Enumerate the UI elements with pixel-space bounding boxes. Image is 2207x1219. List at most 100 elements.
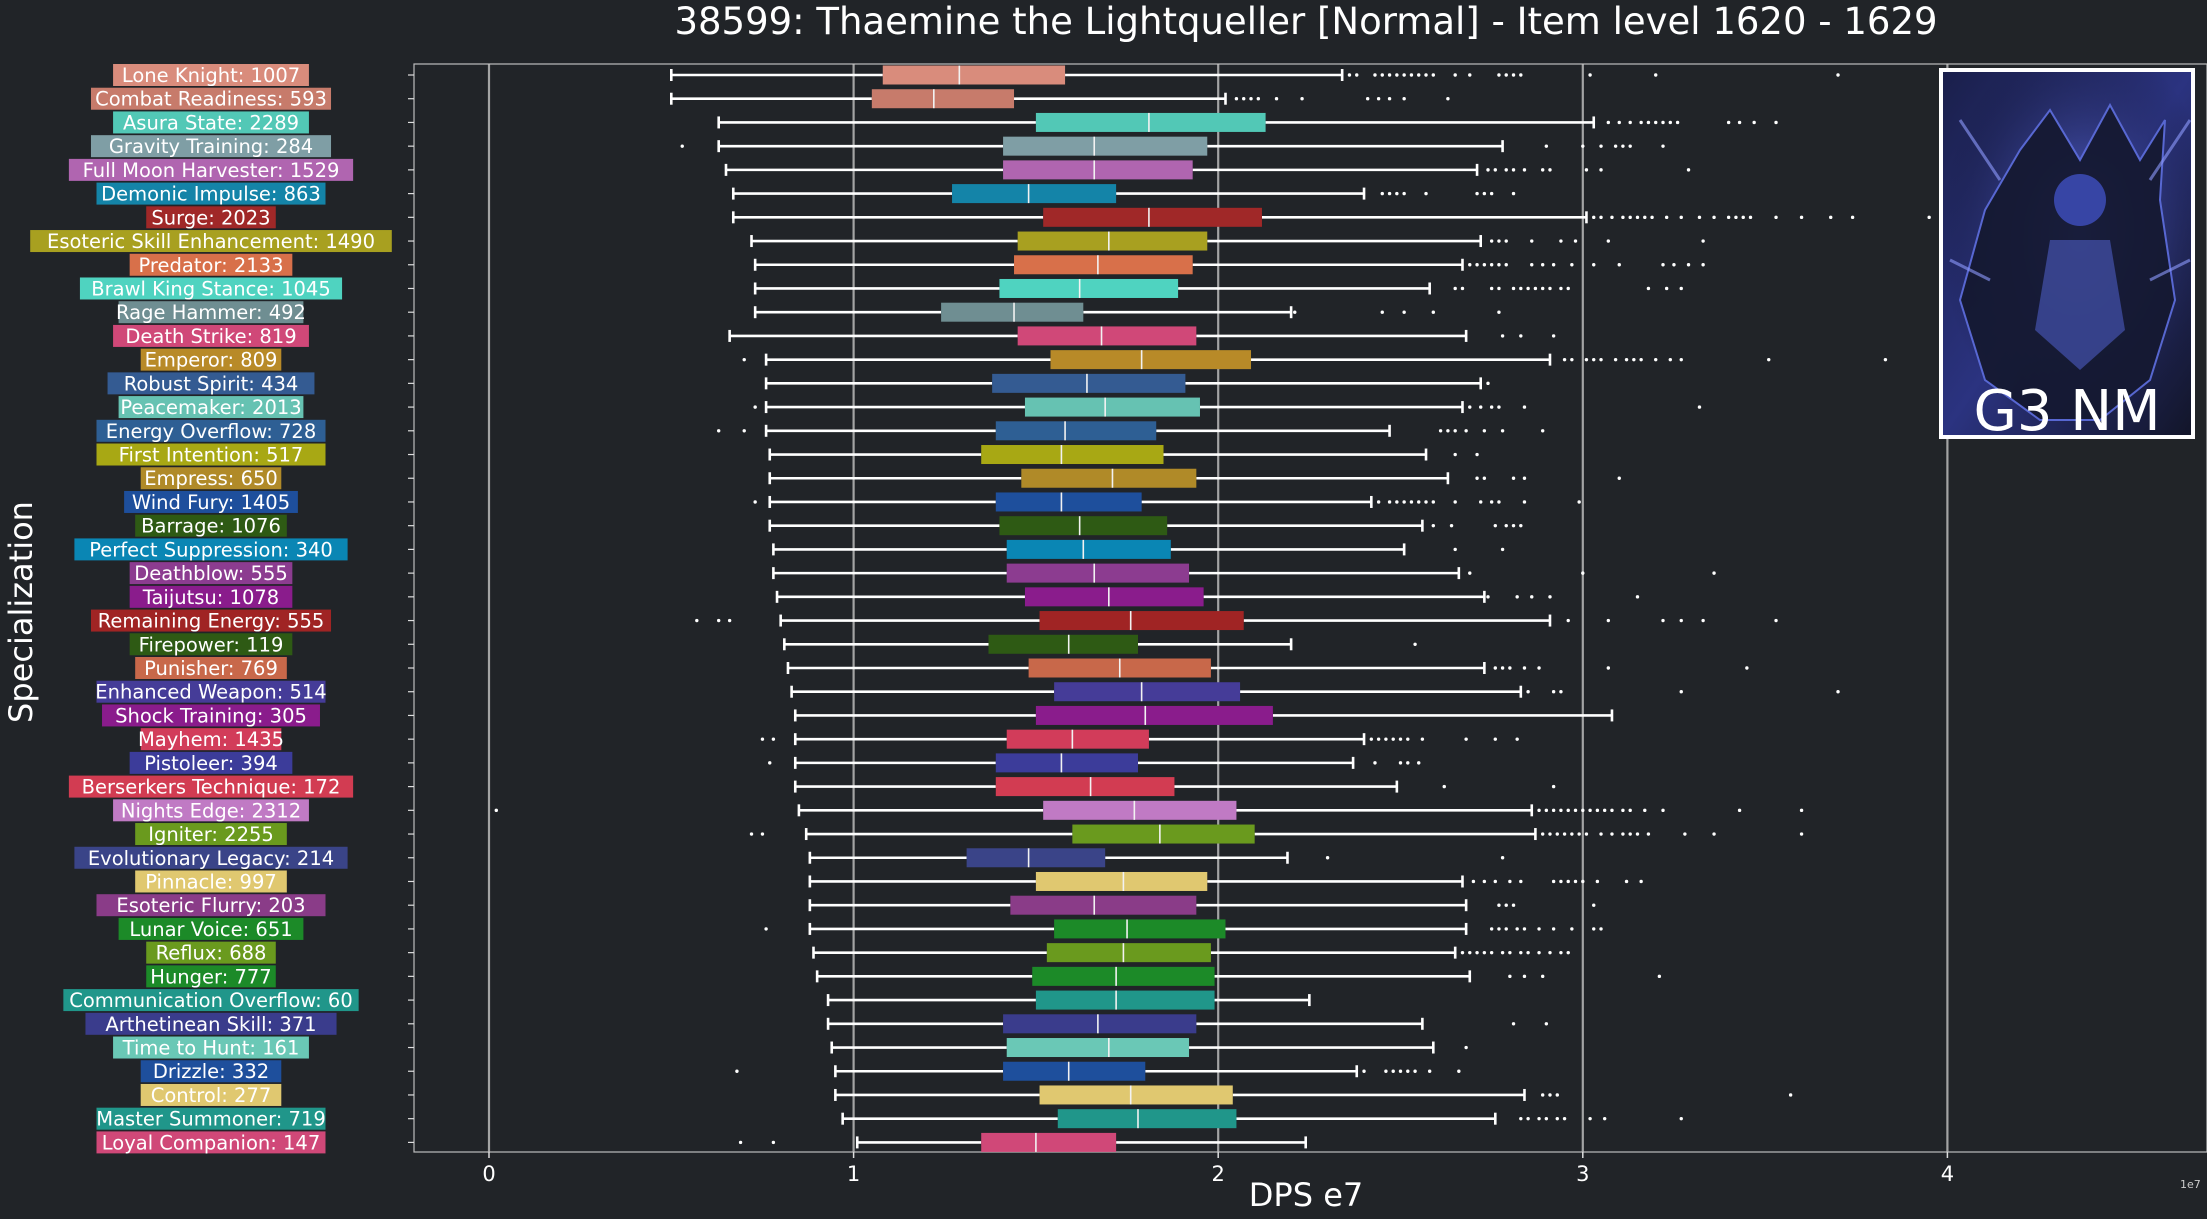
- chart-title: 38599: Thaemine the Lightqueller [Normal…: [674, 0, 1937, 43]
- box-iqr: [1050, 350, 1252, 370]
- outlier-point: [1562, 357, 1567, 362]
- box-iqr: [1035, 990, 1215, 1010]
- outlier-point: [771, 737, 776, 741]
- outlier-point: [1468, 73, 1472, 77]
- box-group: [669, 65, 1840, 85]
- outlier-point: [1836, 73, 1840, 77]
- box-iqr: [1006, 539, 1171, 559]
- outlier-point: [1661, 144, 1665, 148]
- outlier-point: [1500, 856, 1505, 860]
- outlier-point: [1643, 808, 1647, 813]
- outlier-point: [1548, 1093, 1552, 1097]
- box-group: [830, 1038, 1468, 1058]
- category-label: Esoteric Flurry: 203: [116, 894, 305, 917]
- category-label-bg: [30, 230, 392, 253]
- category-label-bg: [135, 514, 287, 537]
- outlier-point: [1486, 381, 1490, 386]
- outlier-point: [1449, 523, 1454, 528]
- outlier-point: [1479, 405, 1483, 409]
- outlier-point: [1799, 832, 1804, 836]
- box-iqr: [1035, 705, 1273, 725]
- outlier-point: [1613, 357, 1618, 362]
- outlier-point: [1515, 927, 1519, 931]
- outlier-point: [1526, 1116, 1530, 1121]
- box-iqr: [1021, 468, 1197, 488]
- outlier-point: [1482, 476, 1487, 480]
- box-iqr: [1032, 966, 1215, 986]
- category-label-bg: [96, 1131, 326, 1154]
- x-tick-label: 0: [482, 1162, 495, 1186]
- outlier-point: [1610, 832, 1614, 836]
- box-group: [717, 112, 1778, 132]
- category-label-bg: [146, 965, 276, 988]
- box-group: [753, 492, 1581, 512]
- outlier-point: [1726, 120, 1731, 125]
- outlier-point: [1548, 168, 1552, 172]
- category-label: Master Summoner: 719: [96, 1108, 325, 1131]
- box-iqr: [1017, 231, 1208, 251]
- category-label-bg: [68, 775, 354, 798]
- category-label: Arthetinean Skill: 371: [105, 1013, 316, 1036]
- outlier-point: [1489, 500, 1494, 504]
- box-iqr: [995, 753, 1138, 773]
- box-iqr: [1043, 800, 1237, 820]
- outlier-point: [1537, 927, 1541, 931]
- outlier-point: [1617, 476, 1621, 480]
- outlier-point: [1544, 1116, 1549, 1121]
- outlier-point: [1431, 310, 1436, 314]
- outlier-point: [1654, 357, 1658, 362]
- box-group: [738, 1132, 1308, 1152]
- outlier-point: [1380, 191, 1384, 196]
- outlier-point: [1522, 476, 1527, 480]
- box-group: [793, 705, 1614, 725]
- outlier-point: [1635, 215, 1640, 220]
- outlier-point: [1592, 215, 1596, 220]
- outlier-point: [1387, 73, 1392, 77]
- outlier-point: [1679, 215, 1683, 220]
- category-label-bg: [74, 846, 348, 869]
- outlier-point: [1621, 832, 1625, 836]
- x-tick-label: 1: [847, 1162, 860, 1186]
- outlier-point: [1577, 500, 1581, 504]
- outlier-point: [1519, 950, 1523, 955]
- outlier-point: [1493, 523, 1497, 528]
- boss-portrait: G3 NM: [1939, 68, 2195, 444]
- outlier-point: [1573, 808, 1578, 813]
- outlier-point: [1551, 784, 1556, 789]
- outlier-point: [1515, 737, 1519, 741]
- category-label: Wind Fury: 1405: [132, 491, 290, 514]
- category-label: Predator: 2133: [139, 254, 284, 277]
- outlier-point: [1748, 215, 1753, 220]
- outlier-point: [1654, 73, 1658, 77]
- category-label: Punisher: 769: [144, 657, 278, 680]
- box-iqr: [952, 184, 1117, 204]
- outlier-point: [1664, 215, 1669, 220]
- outlier-point: [1654, 120, 1658, 125]
- outlier-point: [1453, 500, 1457, 504]
- outlier-point: [1395, 191, 1399, 196]
- outlier-point: [1522, 500, 1527, 504]
- category-label: Pinnacle: 997: [145, 870, 277, 893]
- category-label: Enhanced Weapon: 514: [95, 681, 326, 704]
- outlier-point: [1555, 1093, 1559, 1097]
- outlier-point: [1387, 500, 1392, 504]
- outlier-point: [1256, 97, 1261, 101]
- box-group: [764, 919, 1603, 939]
- outlier-point: [1679, 690, 1683, 694]
- category-label: Berserkers Technique: 172: [82, 776, 341, 799]
- outlier-point: [1646, 286, 1651, 291]
- outlier-point: [1497, 500, 1501, 504]
- category-label: Igniter: 2255: [148, 823, 274, 846]
- outlier-point: [1566, 618, 1570, 623]
- box-iqr: [981, 445, 1164, 465]
- outlier-point: [1701, 263, 1705, 267]
- outlier-point: [1624, 879, 1629, 884]
- outlier-point: [1624, 357, 1629, 362]
- outlier-point: [1511, 191, 1516, 196]
- outlier-point: [1584, 168, 1589, 172]
- box-group: [753, 255, 1705, 275]
- category-label-bg: [96, 680, 326, 703]
- box-iqr: [988, 634, 1138, 654]
- outlier-point: [1497, 263, 1501, 267]
- category-label-bg: [124, 490, 298, 513]
